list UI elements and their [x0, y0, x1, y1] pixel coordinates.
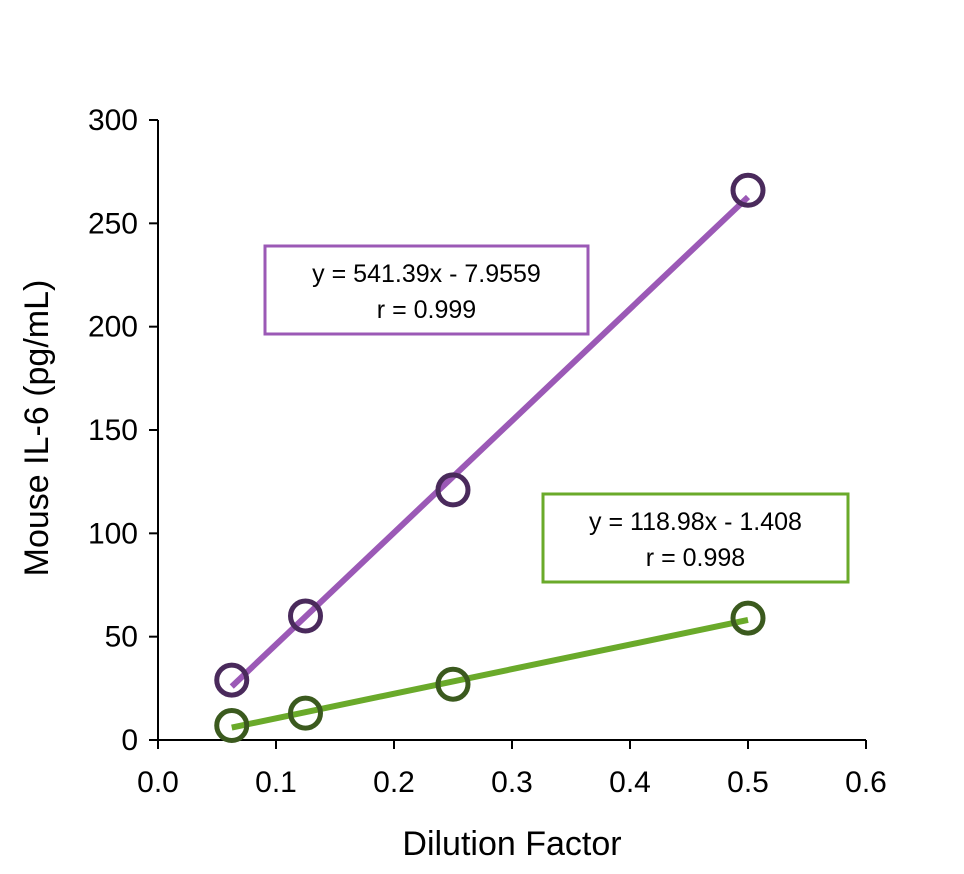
data-point	[214, 662, 250, 698]
data-point	[435, 666, 471, 702]
data-point	[288, 695, 323, 731]
data-point	[288, 598, 323, 634]
data-point	[214, 708, 250, 744]
correlation-label: r = 0.998	[646, 544, 745, 572]
series-1	[214, 172, 766, 698]
x-tick-label: 0.1	[255, 766, 297, 799]
x-tick-label: 0.6	[845, 766, 887, 799]
y-axis-label: Mouse IL-6 (pg/mL)	[18, 280, 56, 577]
equation-boxes: y = 541.39x - 7.9559 r = 0.999 y = 118.98x…	[263, 244, 850, 584]
y-tick-label: 50	[105, 621, 138, 654]
y-tick-label: 300	[88, 104, 138, 137]
tick-labels: 0.0 0.1 0.2 0.3 0.4 0.5 0.6 0 50 100 150 200 250 300	[88, 104, 887, 799]
trendline-equation: y = 541.39x - 7.9559	[312, 260, 541, 288]
equation-box-2: y = 118.98x - 1.408 r = 0.998	[541, 492, 850, 584]
x-tick-label: 0.3	[491, 766, 533, 799]
y-tick-label: 150	[88, 414, 138, 447]
y-tick-label: 100	[88, 517, 138, 550]
correlation-label: r = 0.999	[377, 296, 476, 324]
equation-box-border	[263, 244, 590, 336]
axes	[149, 119, 867, 749]
x-tick-label: 0.0	[137, 766, 179, 799]
y-tick-label: 250	[88, 207, 138, 240]
x-tick-label: 0.2	[373, 766, 415, 799]
y-tick-label: 200	[88, 311, 138, 344]
x-tick-label: 0.4	[609, 766, 651, 799]
x-tick-label: 0.5	[727, 766, 769, 799]
x-axis-label: Dilution Factor	[402, 825, 621, 863]
trendline	[231, 617, 749, 731]
equation-box-border	[541, 492, 850, 584]
data-point	[730, 600, 766, 636]
data-point	[435, 472, 471, 508]
data-point	[730, 172, 766, 208]
equation-box-1: y = 541.39x - 7.9559 r = 0.999	[263, 244, 590, 336]
series-layer	[214, 172, 766, 744]
trendline-equation: y = 118.98x - 1.408	[589, 508, 802, 536]
series-2	[214, 600, 766, 744]
y-tick-label: 0	[121, 724, 138, 757]
